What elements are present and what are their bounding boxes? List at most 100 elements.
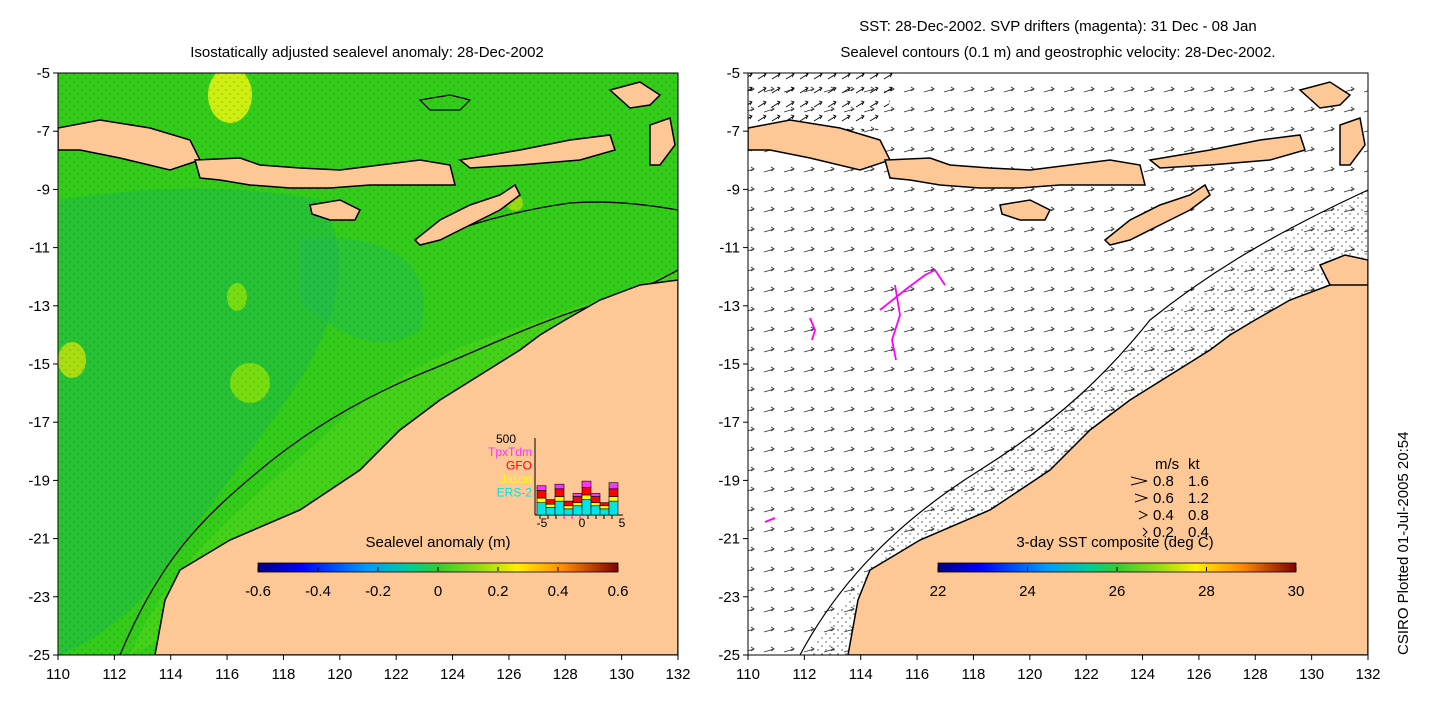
papua-land-right — [1298, 81, 1352, 109]
colorbar-tick-label: 26 — [1109, 583, 1126, 600]
lon-tick-label: 116 — [905, 666, 929, 683]
right-colorbar-ticks: 22 24 26 28 30 — [930, 567, 1305, 600]
lon-tick-label: 130 — [609, 666, 634, 683]
inset-bar-segment — [536, 490, 547, 499]
inset-bar-segment — [599, 505, 610, 510]
lat-tick-label: -23 — [718, 589, 740, 606]
lon-tick-label: 128 — [1243, 666, 1268, 683]
inset-bar-segment — [572, 496, 583, 503]
inset-bar-segment — [545, 506, 556, 516]
velocity-legend-arrow — [1142, 527, 1148, 537]
tanimbar-land-right — [1339, 117, 1366, 166]
lon-tick-label: 126 — [496, 666, 521, 683]
lon-tick-label: 110 — [46, 666, 70, 683]
inset-bar-segment — [572, 493, 583, 497]
inset-bar-segment — [572, 502, 583, 507]
lon-tick-label: 114 — [159, 666, 183, 683]
inset-bar-segment — [608, 488, 619, 497]
lon-tick-label: 112 — [102, 666, 126, 683]
inset-bar-segment — [554, 496, 565, 502]
bali-lombok-land-right — [884, 157, 1146, 189]
colorbar-tick-label: 30 — [1288, 583, 1305, 600]
flores-land — [458, 134, 616, 169]
inset-bar-segment — [536, 485, 547, 491]
inset-x-tick-label: 0 — [579, 516, 586, 530]
lat-tick-label: -5 — [727, 65, 740, 82]
inset-bar-segment — [590, 493, 601, 497]
lon-tick-label: 132 — [1355, 666, 1380, 683]
inset-bar-segment — [554, 488, 565, 497]
colorbar-tick-label: 0.2 — [488, 583, 509, 600]
lon-tick-label: 124 — [440, 666, 465, 683]
inset-bar-segment — [554, 500, 565, 516]
velocity-legend: m/s kt 0.8 1.60.6 1.20.4 0.80.2 0.4 — [1130, 456, 1209, 541]
lon-tick-label: 130 — [1299, 666, 1324, 683]
lon-tick-label: 122 — [1074, 666, 1099, 683]
lat-tick-label: -7 — [37, 123, 50, 140]
lon-tick-label: 120 — [327, 666, 352, 683]
lon-tick-label: 126 — [1186, 666, 1211, 683]
right-colorbar: 3-day SST composite (deg C) 22 24 26 28 30 — [930, 534, 1305, 600]
velocity-legend-kt: 0.4 — [1188, 524, 1209, 541]
drifter-track — [764, 517, 776, 523]
velocity-legend-ms: 0.8 — [1153, 473, 1174, 490]
colorbar-tick-label: 0 — [434, 583, 442, 600]
lon-tick-label: 118 — [271, 666, 295, 683]
lat-tick-label: -17 — [28, 414, 50, 431]
inset-bar-segment — [608, 482, 619, 490]
right-shelf-contour — [799, 189, 1368, 655]
left-colorbar-label: Sealevel anomaly (m) — [365, 534, 510, 551]
inset-bar-segment — [545, 499, 556, 505]
inset-bar-segment — [581, 494, 592, 500]
colorbar-tick-label: 24 — [1019, 583, 1036, 600]
lon-tick-label: 110 — [736, 666, 760, 683]
left-map — [58, 73, 678, 655]
inset-bar-segment — [581, 486, 592, 496]
lon-tick-label: 118 — [961, 666, 985, 683]
lat-tick-label: -13 — [28, 298, 50, 315]
inset-bar-segment — [545, 503, 556, 508]
colorbar-tick-label: 0.4 — [548, 583, 569, 600]
velocity-legend-ms: 0.2 — [1153, 524, 1174, 541]
lat-tick-label: -5 — [37, 65, 50, 82]
right-title-line1: SST: 28-Dec-2002. SVP drifters (magenta)… — [859, 18, 1256, 35]
inset-x-tick-label: 5 — [619, 516, 626, 530]
flores-land-right — [1148, 134, 1306, 169]
java-land — [58, 119, 202, 171]
java-land-right — [748, 119, 892, 171]
inset-bar-segment — [563, 505, 574, 510]
colorbar-tick-label: -0.6 — [245, 583, 271, 600]
lon-tick-label: 124 — [1130, 666, 1155, 683]
lat-tick-label: -13 — [718, 298, 740, 315]
inset-bar-segment — [563, 508, 574, 516]
plot-credit: CSIRO Plotted 01-Jul-2005 20:54 — [1395, 432, 1412, 655]
inset-bar-segment — [563, 500, 574, 507]
lon-tick-label: 112 — [792, 666, 816, 683]
timor-land-right — [1103, 183, 1211, 246]
lon-tick-label: 120 — [1017, 666, 1042, 683]
left-panel: Isostatically adjusted sealevel anomaly:… — [28, 44, 690, 683]
colorbar-tick-label: 22 — [930, 583, 947, 600]
lon-tick-label: 116 — [215, 666, 239, 683]
inset-bar-segment — [581, 480, 592, 488]
inset-bar-segment — [590, 505, 601, 516]
inset-bar-segment — [608, 500, 619, 516]
sumba-land-right — [999, 199, 1052, 221]
velocity-legend-kt: 1.6 — [1188, 473, 1209, 490]
lat-tick-label: -15 — [28, 356, 50, 373]
drifter-track — [879, 268, 946, 311]
velocity-legend-kt-header: kt — [1188, 456, 1201, 473]
velocity-legend-ms: 0.4 — [1153, 507, 1174, 524]
right-title-line2: Sealevel contours (0.1 m) and geostrophi… — [840, 44, 1275, 61]
velocity-legend-arrow — [1134, 493, 1149, 503]
inset-bar-segment — [572, 505, 583, 516]
bali-lombok-land — [194, 157, 456, 189]
right-axes: 110 112 114 116 118 120 122 124 126 128 130 132 -5 -7… — [718, 65, 1380, 683]
inset-bar-segment — [554, 483, 565, 490]
colorbar-tick-label: -0.2 — [365, 583, 391, 600]
lat-tick-label: -9 — [37, 181, 50, 198]
lat-tick-label: -17 — [718, 414, 740, 431]
velocity-legend-ms: 0.6 — [1153, 490, 1174, 507]
inset-legend-item: Jason — [500, 472, 532, 486]
